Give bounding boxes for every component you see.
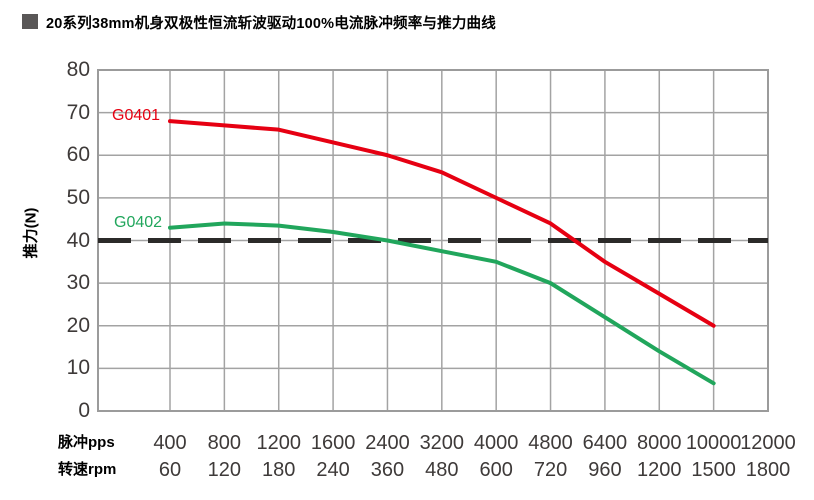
- x-tick-label: 1600: [310, 432, 356, 454]
- x-tick-label: 8000: [637, 432, 682, 454]
- x-tick-label: 1500: [691, 459, 736, 481]
- x-tick-label: 1200: [637, 459, 682, 481]
- x-tick-label: 600: [479, 459, 513, 481]
- y-tick-label: 20: [66, 313, 90, 337]
- x-tick-label: 800: [207, 432, 242, 454]
- x-tick-label: 4000: [473, 432, 519, 454]
- y-tick-label: 80: [66, 58, 90, 81]
- x-tick-label: 3200: [419, 432, 465, 454]
- series-label-g0401: G0401: [112, 107, 161, 124]
- x-tick-label: 400: [153, 432, 187, 454]
- y-tick-label: 70: [66, 100, 90, 124]
- series-curve-g0401: [168, 119, 716, 328]
- x-axis-row-label: 转速rpm: [58, 461, 117, 478]
- x-tick-label: 360: [370, 459, 405, 481]
- x-tick-label: 6400: [582, 432, 628, 454]
- y-tick-label: 0: [78, 399, 90, 422]
- x-tick-label: 240: [316, 459, 350, 481]
- y-tick-label: 50: [66, 185, 90, 209]
- series-label-g0402: G0402: [114, 214, 163, 231]
- series-curve-g0402: [168, 221, 716, 386]
- y-tick-label: 60: [66, 143, 90, 167]
- x-tick-label: 720: [533, 459, 568, 481]
- x-axis-row-label: 脉冲pps: [58, 434, 115, 451]
- x-tick-label: 12000: [740, 432, 796, 454]
- y-tick-label: 10: [66, 356, 90, 380]
- y-tick-label: 40: [66, 228, 90, 252]
- x-tick-label: 60: [158, 459, 182, 481]
- x-tick-label: 10000: [685, 432, 742, 454]
- x-tick-label: 180: [262, 459, 296, 481]
- x-tick-label: 1200: [256, 432, 301, 454]
- y-tick-label: 30: [66, 271, 90, 295]
- x-tick-label: 4800: [528, 432, 573, 454]
- title-bullet-square: [22, 14, 38, 29]
- x-tick-label: 120: [207, 459, 242, 481]
- x-tick-label: 480: [425, 459, 459, 481]
- x-tick-label: 1800: [745, 459, 791, 481]
- x-tick-label: 960: [588, 459, 622, 481]
- x-tick-label: 2400: [365, 432, 410, 454]
- chart-title: 20系列38mm机身双极性恒流斩波驱动100%电流脉冲频率与推力曲线: [46, 16, 496, 32]
